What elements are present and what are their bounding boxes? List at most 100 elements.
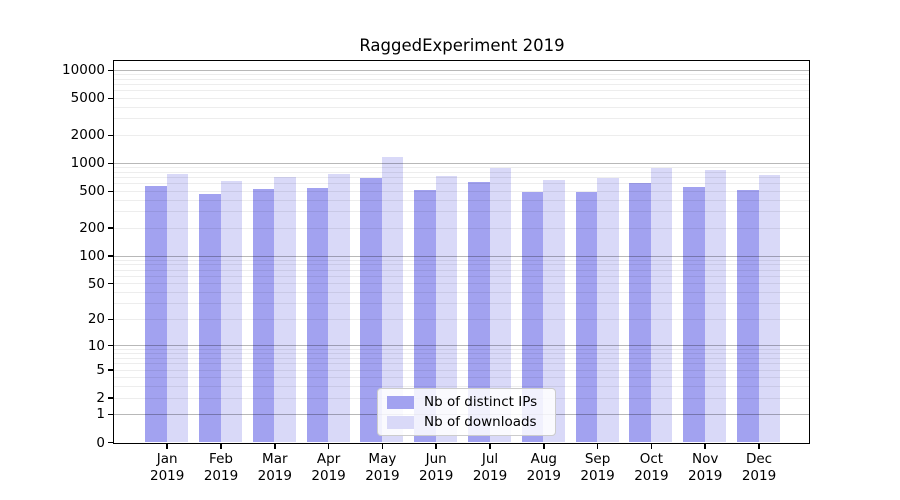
major-gridline: [114, 345, 809, 347]
y-tick-label: 5000: [70, 90, 105, 107]
minor-gridline: [114, 264, 809, 266]
y-tick-mark: [108, 162, 113, 165]
x-tick-label-oct: Oct 2019: [634, 451, 669, 484]
bar-downloads-aug: [543, 180, 565, 442]
bar-ips-may: [360, 177, 382, 442]
minor-gridline: [114, 385, 809, 387]
minor-gridline: [114, 303, 809, 305]
minor-gridline: [114, 177, 809, 179]
y-tick-mark: [108, 69, 113, 72]
bar-ips-jun: [414, 190, 436, 442]
x-tick-label-aug: Aug 2019: [526, 451, 561, 484]
x-tick-label-dec: Dec 2019: [741, 451, 777, 484]
bar-ips-jul: [468, 182, 490, 442]
x-tick-label-sep: Sep 2019: [580, 451, 615, 484]
y-tick-label: 2000: [70, 127, 105, 144]
y-tick-label: 500: [79, 183, 105, 200]
x-tick-mark: [596, 444, 599, 449]
minor-gridline: [114, 353, 809, 355]
bar-downloads-apr: [328, 173, 350, 442]
bar-ips-aug: [521, 191, 544, 442]
minor-gridline: [114, 269, 809, 271]
minor-gridline: [114, 97, 809, 99]
x-tick-mark: [327, 444, 330, 449]
minor-gridline: [114, 199, 809, 201]
y-tick-mark: [108, 282, 113, 285]
minor-gridline: [114, 357, 809, 359]
bar-ips-sep: [575, 192, 598, 442]
x-tick-mark: [435, 444, 437, 449]
y-tick-mark: [108, 441, 113, 444]
chart-title: RaggedExperiment 2019: [359, 36, 565, 55]
y-tick-mark: [108, 227, 113, 229]
y-tick-label: 1000: [70, 155, 105, 172]
bar-downloads-mar: [274, 177, 296, 442]
x-tick-label-apr: Apr 2019: [311, 451, 346, 484]
x-tick-mark: [650, 444, 653, 449]
legend-label-distinct-ips: Nb of distinct IPs: [424, 394, 538, 410]
bar-downloads-dec: [758, 174, 780, 442]
minor-gridline: [114, 283, 809, 285]
major-gridline: [114, 255, 809, 257]
bar-ips-nov: [683, 186, 705, 442]
minor-gridline: [114, 376, 809, 378]
y-tick-mark: [108, 369, 113, 371]
y-tick-label: 50: [87, 275, 105, 292]
bar-ips-jan: [145, 186, 167, 442]
major-gridline: [114, 69, 809, 71]
y-tick-mark: [108, 413, 113, 416]
legend-swatch-distinct-ips: [387, 395, 414, 409]
minor-gridline: [114, 291, 809, 293]
bar-downloads-jan: [166, 174, 189, 442]
minor-gridline: [114, 106, 809, 108]
minor-gridline: [114, 74, 809, 76]
bar-ips-feb: [199, 194, 221, 442]
gridlines-layer: [114, 61, 809, 443]
minor-gridline: [114, 171, 809, 173]
minor-gridline: [114, 363, 809, 365]
bar-ips-oct: [629, 183, 651, 442]
x-tick-label-jun: Jun 2019: [419, 451, 454, 484]
minor-gridline: [114, 369, 809, 371]
bar-ips-apr: [306, 187, 329, 442]
x-tick-label-may: May 2019: [365, 451, 400, 484]
legend-swatch-downloads: [387, 415, 414, 429]
y-tick-label: 1: [96, 406, 105, 423]
bar-downloads-sep: [597, 177, 619, 442]
x-tick-label-jan: Jan 2019: [150, 451, 185, 484]
bar-ips-dec: [737, 190, 759, 442]
major-gridline: [114, 162, 809, 164]
minor-gridline: [114, 118, 809, 120]
legend-item-downloads: Nb of downloads: [387, 414, 546, 430]
y-tick-label: 20: [87, 311, 105, 328]
x-tick-mark: [543, 444, 545, 449]
y-tick-mark: [108, 255, 113, 257]
x-tick-label-mar: Mar 2019: [257, 451, 292, 484]
bar-downloads-oct: [650, 167, 673, 442]
bar-downloads-jul: [489, 168, 511, 442]
y-tick-mark: [108, 97, 113, 100]
minor-gridline: [114, 259, 809, 261]
x-tick-mark: [704, 444, 706, 449]
y-tick-mark: [108, 344, 113, 347]
legend-item-distinct-ips: Nb of distinct IPs: [387, 394, 546, 410]
minor-gridline: [114, 167, 809, 169]
bar-downloads-may: [381, 156, 404, 442]
y-tick-label: 10: [87, 337, 105, 354]
y-tick-label: 100: [79, 248, 105, 265]
x-tick-mark: [166, 444, 168, 449]
minor-gridline: [114, 183, 809, 185]
y-tick-mark: [108, 318, 113, 321]
minor-gridline: [114, 318, 809, 320]
y-tick-label: 5: [96, 362, 105, 379]
bar-downloads-feb: [220, 181, 242, 442]
y-tick-label: 2: [96, 390, 105, 407]
y-tick-label: 200: [79, 220, 105, 237]
legend-label-downloads: Nb of downloads: [424, 414, 537, 430]
minor-gridline: [114, 348, 809, 350]
bar-downloads-nov: [704, 169, 727, 442]
minor-gridline: [114, 84, 809, 86]
y-tick-mark: [108, 190, 113, 193]
x-tick-mark: [274, 444, 276, 449]
